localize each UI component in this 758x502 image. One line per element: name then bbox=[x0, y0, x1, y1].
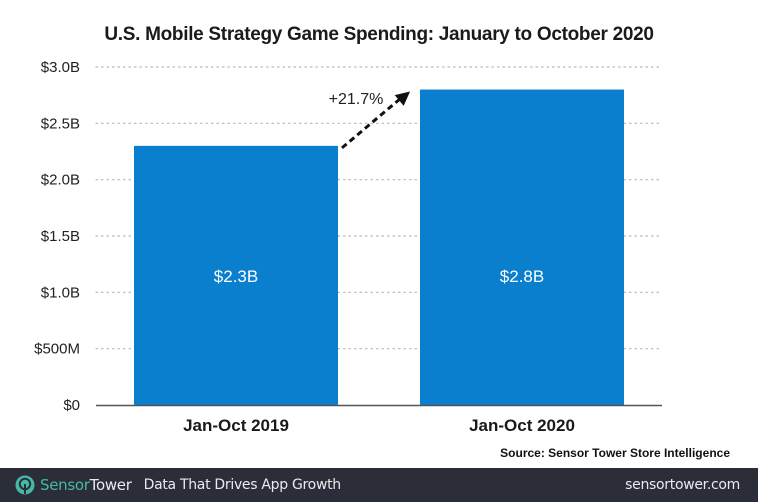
bar-value-label: $2.8B bbox=[500, 267, 544, 286]
chart-title: U.S. Mobile Strategy Game Spending: Janu… bbox=[104, 24, 654, 45]
brand-name: SensorTower bbox=[40, 476, 132, 494]
annotations: +21.7% bbox=[329, 91, 410, 150]
y-tick-label: $1.0B bbox=[41, 284, 80, 301]
bars bbox=[134, 89, 624, 406]
brand-name-part1: Sensor bbox=[40, 476, 90, 494]
bar-chart: $0 $500M $1.0B $1.5B $2.0B $2.5B $3.0B Jan-Oct… bbox=[34, 59, 663, 435]
y-tick-label: $2.0B bbox=[41, 172, 80, 189]
y-axis-ticks: $0 $500M $1.0B $1.5B $2.0B $2.5B $3.0B bbox=[34, 59, 80, 414]
y-tick-label: $500M bbox=[34, 341, 80, 358]
sensortower-logo[interactable]: SensorTower bbox=[15, 475, 132, 495]
site-link[interactable]: sensortower.com bbox=[625, 477, 740, 493]
tagline: Data That Drives App Growth bbox=[143, 477, 342, 493]
arrowhead-icon bbox=[394, 91, 410, 106]
y-tick-label: $2.5B bbox=[41, 115, 80, 132]
source-note: Source: Sensor Tower Store Intelligence bbox=[500, 446, 730, 460]
y-tick-label: $0 bbox=[63, 397, 80, 414]
x-tick-label: Jan-Oct 2019 bbox=[183, 416, 289, 435]
y-tick-label: $3.0B bbox=[41, 59, 80, 76]
growth-annotation: +21.7% bbox=[329, 91, 384, 108]
data-labels: $2.3B $2.8B bbox=[214, 267, 544, 286]
bar bbox=[420, 89, 624, 406]
x-axis-ticks: Jan-Oct 2019 Jan-Oct 2020 bbox=[183, 416, 575, 435]
brand-name-part2: Tower bbox=[89, 476, 132, 494]
bar-value-label: $2.3B bbox=[214, 267, 258, 286]
y-tick-label: $1.5B bbox=[41, 228, 80, 245]
dashed-arrow-line bbox=[341, 94, 405, 150]
footer-banner: SensorTower Data That Drives App Growth … bbox=[0, 468, 758, 502]
sensortower-logo-icon bbox=[15, 475, 35, 495]
x-tick-label: Jan-Oct 2020 bbox=[469, 416, 575, 435]
bar bbox=[134, 145, 338, 405]
